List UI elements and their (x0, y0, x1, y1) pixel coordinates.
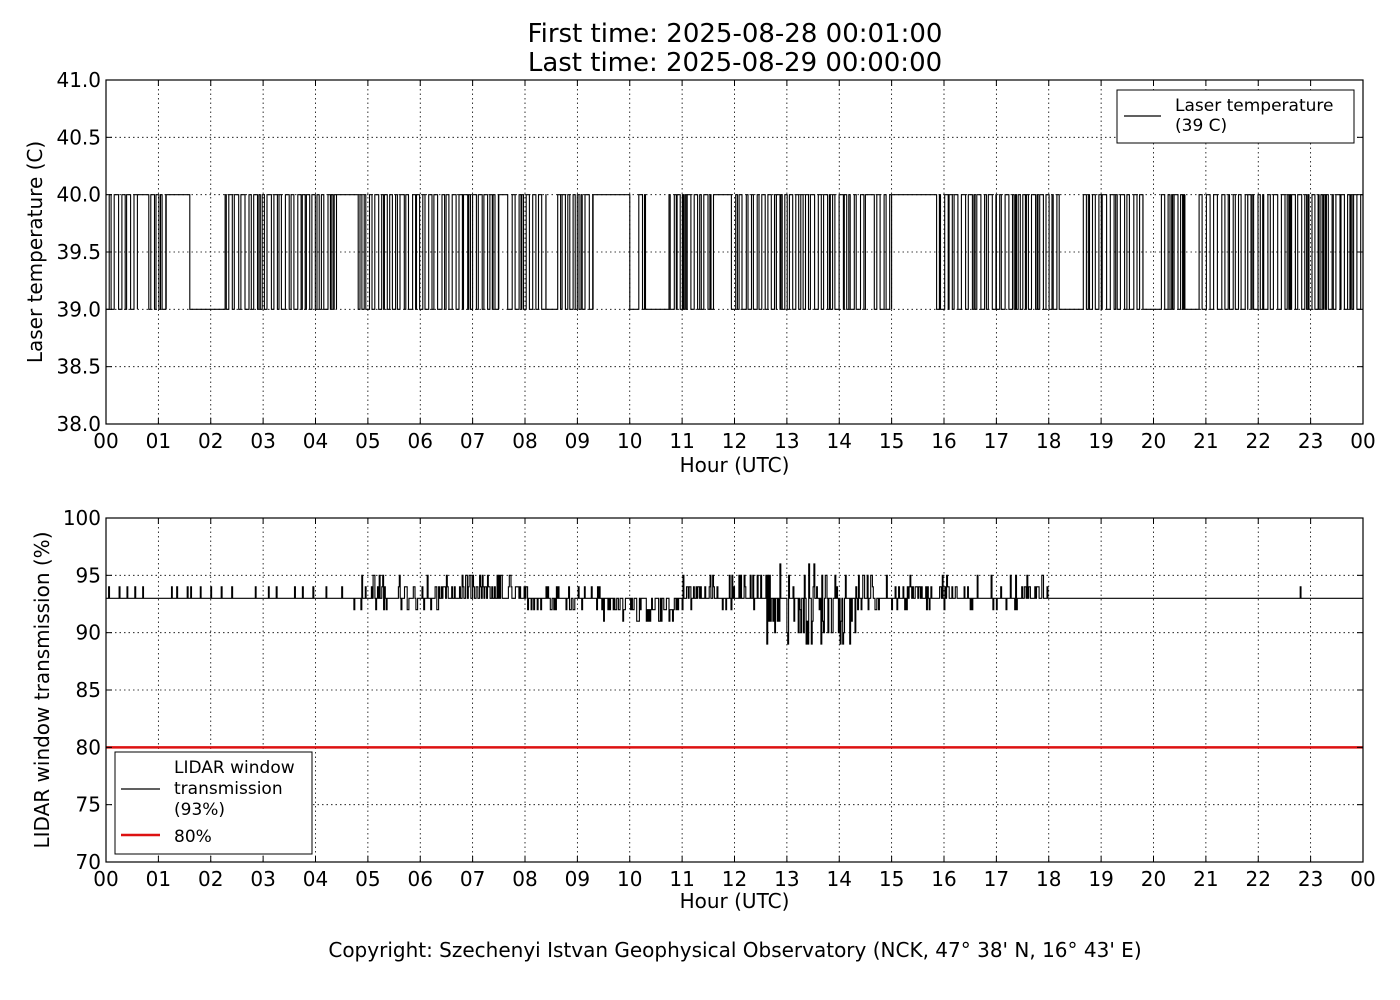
laser-x-tick-label: 14 (827, 429, 852, 453)
lidar-legend-label-line1: LIDAR window (174, 758, 295, 778)
laser-y-tick-label: 38.5 (56, 355, 101, 379)
lidar-x-tick-label: 15 (879, 867, 904, 891)
lidar-transmission-series-line (106, 563, 1363, 645)
laser-x-tick-label: 12 (722, 429, 747, 453)
lidar-y-tick-label: 95 (76, 563, 101, 587)
laser-legend-label-line2: (39 C) (1175, 116, 1227, 136)
laser-x-axis-label: Hour (UTC) (680, 453, 790, 477)
laser-y-tick-label: 40.5 (56, 125, 101, 149)
lidar-x-tick-label: 13 (774, 867, 799, 891)
laser-x-tick-label: 17 (984, 429, 1009, 453)
lidar-y-tick-label: 85 (76, 678, 101, 702)
laser-temperature-series-line (106, 194, 1364, 310)
laser-y-tick-label: 39.5 (56, 240, 101, 264)
lidar-y-tick-label: 80 (76, 735, 101, 759)
laser-x-tick-label: 04 (303, 429, 328, 453)
lidar-x-tick-label: 07 (460, 867, 485, 891)
laser-x-tick-label: 05 (355, 429, 380, 453)
laser-legend-label-line1: Laser temperature (1175, 96, 1333, 116)
laser-y-tick-label: 41.0 (56, 68, 101, 92)
lidar-x-tick-label: 20 (1141, 867, 1166, 891)
lidar-x-tick-label: 01 (146, 867, 171, 891)
threshold-legend-label: 80% (174, 827, 212, 847)
laser-x-tick-label: 16 (931, 429, 956, 453)
laser-x-tick-label: 01 (146, 429, 171, 453)
laser-x-tick-label: 23 (1298, 429, 1323, 453)
lidar-grid (106, 518, 1363, 862)
laser-legend: Laser temperature (39 C) (1116, 89, 1355, 144)
lidar-y-tick-label: 90 (76, 621, 101, 645)
lidar-x-tick-label: 12 (722, 867, 747, 891)
laser-x-ticks: 00 01 02 03 04 05 06 07 08 09 10 11 12 13 14 15 16 17 18 19… (93, 80, 1376, 453)
laser-x-tick-label: 00 (1350, 429, 1375, 453)
laser-temperature-chart: 00 01 02 03 04 05 06 07 08 09 10 11 12 13 14 15 16 17 18 19… (23, 68, 1376, 477)
laser-x-tick-label: 20 (1141, 429, 1166, 453)
lidar-transmission-chart: 00 01 02 03 04 05 06 07 08 09 10 11 12 13 14 15 16 17 18 19… (30, 506, 1376, 913)
lidar-x-tick-label: 06 (408, 867, 433, 891)
laser-x-tick-label: 07 (460, 429, 485, 453)
laser-x-tick-label: 13 (774, 429, 799, 453)
lidar-y-tick-label: 75 (76, 793, 101, 817)
laser-x-tick-label: 08 (512, 429, 537, 453)
lidar-x-tick-label: 00 (1350, 867, 1375, 891)
lidar-x-tick-label: 14 (827, 867, 852, 891)
lidar-x-tick-label: 16 (931, 867, 956, 891)
lidar-legend-label-line3: (93%) (174, 800, 225, 820)
lidar-x-tick-label: 10 (617, 867, 642, 891)
lidar-x-tick-label: 09 (565, 867, 590, 891)
lidar-y-ticks: 70 75 80 85 90 95 100 (63, 506, 1363, 874)
first-time-title: First time: 2025-08-28 00:01:00 (527, 19, 943, 49)
laser-x-tick-label: 15 (879, 429, 904, 453)
laser-x-tick-label: 03 (250, 429, 275, 453)
laser-y-tick-label: 38.0 (56, 412, 101, 436)
lidar-x-tick-label: 03 (250, 867, 275, 891)
laser-x-tick-label: 06 (408, 429, 433, 453)
laser-x-tick-label: 21 (1193, 429, 1218, 453)
lidar-legend-box (114, 751, 313, 855)
laser-x-tick-label: 19 (1088, 429, 1113, 453)
lidar-x-tick-label: 17 (984, 867, 1009, 891)
laser-x-tick-label: 02 (198, 429, 223, 453)
lidar-x-tick-label: 04 (303, 867, 328, 891)
laser-x-tick-label: 18 (1036, 429, 1061, 453)
lidar-y-tick-label: 70 (76, 850, 101, 874)
lidar-x-tick-label: 08 (512, 867, 537, 891)
laser-y-tick-label: 39.0 (56, 297, 101, 321)
lidar-x-tick-label: 00 (93, 867, 118, 891)
lidar-y-axis-label: LIDAR window transmission (%) (30, 532, 54, 849)
lidar-x-tick-label: 19 (1088, 867, 1113, 891)
lidar-x-axis-label: Hour (UTC) (680, 889, 790, 913)
lidar-legend: LIDAR window transmission (93%) 80% (114, 751, 313, 855)
lidar-x-tick-label: 23 (1298, 867, 1323, 891)
lidar-x-ticks: 00 01 02 03 04 05 06 07 08 09 10 11 12 13 14 15 16 17 18 19… (93, 518, 1376, 891)
laser-y-ticks: 38.0 38.5 39.0 39.5 40.0 40.5 41.0 (56, 68, 1363, 436)
last-time-title: Last time: 2025-08-29 00:00:00 (527, 48, 943, 78)
lidar-x-tick-label: 02 (198, 867, 223, 891)
laser-y-axis-label: Laser temperature (C) (23, 141, 47, 363)
lidar-legend-label-line2: transmission (174, 779, 283, 799)
laser-x-tick-label: 22 (1246, 429, 1271, 453)
lidar-x-tick-label: 22 (1246, 867, 1271, 891)
copyright-footer: Copyright: Szechenyi Istvan Geophysical … (328, 938, 1142, 962)
lidar-y-tick-label: 100 (63, 506, 101, 530)
laser-x-tick-label: 11 (669, 429, 694, 453)
lidar-x-tick-label: 05 (355, 867, 380, 891)
lidar-x-tick-label: 21 (1193, 867, 1218, 891)
laser-y-tick-label: 40.0 (56, 183, 101, 207)
lidar-x-tick-label: 18 (1036, 867, 1061, 891)
laser-x-tick-label: 09 (565, 429, 590, 453)
laser-x-tick-label: 10 (617, 429, 642, 453)
laser-x-tick-label: 00 (93, 429, 118, 453)
lidar-x-tick-label: 11 (669, 867, 694, 891)
